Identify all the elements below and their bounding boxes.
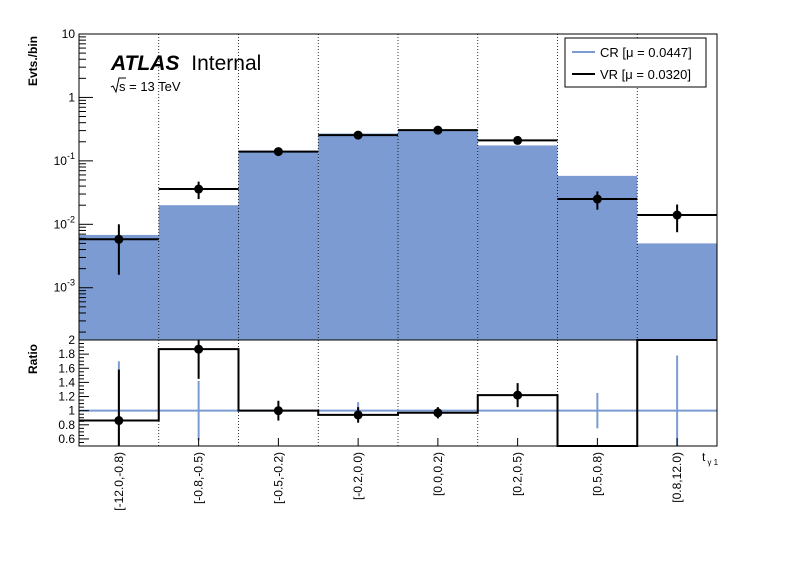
vr-point [433, 125, 443, 135]
legend: CR [μ = 0.0447] VR [μ = 0.0320] [564, 37, 707, 88]
top-y-axis-label: Evts./bin [26, 36, 40, 86]
legend-label-cr: CR [μ = 0.0447] [600, 45, 692, 60]
energy-value: = 13 TeV [126, 79, 181, 94]
x-category-label: [-0.2,0.0) [351, 452, 365, 500]
vr-point [273, 147, 283, 157]
vr-ratio-point [114, 416, 124, 426]
x-category-label: [0.8,12.0) [670, 452, 684, 503]
x-category-label: [0.5,0.8) [590, 452, 604, 496]
x-category-label: [-0.5,-0.2) [271, 452, 285, 504]
cr-bar [158, 205, 239, 340]
y-tick-label-exponent: -3 [67, 278, 75, 288]
cr-bar [477, 145, 558, 340]
cr-bar [398, 129, 478, 340]
y-tick-label-exponent: -2 [67, 214, 75, 224]
y-tick-label-base: 10 [54, 217, 68, 231]
x-category-label: [-12.0,-0.8) [112, 452, 126, 511]
cr-bar [238, 150, 319, 340]
energy-symbol: s [119, 79, 126, 94]
ratio-tick-label: 2 [68, 333, 75, 347]
ratio-tick-label: 1.6 [58, 361, 75, 375]
x-axis-symbol: t [702, 450, 706, 464]
y-tick-label: 10-3 [54, 278, 75, 295]
vr-ratio-point [273, 406, 283, 416]
ratio-tick-label: 0.8 [58, 418, 75, 432]
ratio-tick-label: 1 [68, 404, 75, 418]
ratio-y-axis-label: Ratio [26, 344, 40, 374]
ratio-panel: 0.60.811.21.41.61.82 [-12.0,-0.8) [-0.8,-0… [58, 333, 718, 511]
legend-label-vr: VR [μ = 0.0320] [600, 67, 691, 82]
ratio-tick-label: 1.2 [58, 390, 75, 404]
y-tick-label: 10-2 [54, 214, 75, 231]
sqrt-sign [110, 77, 126, 94]
y-tick-label: 10 [62, 27, 76, 41]
cr-bar [637, 243, 717, 340]
x-category-label: [0.2,0.5) [511, 452, 525, 496]
vr-point [592, 194, 602, 204]
y-tick-label: 10-1 [54, 151, 75, 168]
y-tick-label-base: 10 [54, 281, 68, 295]
ratio-tick-label: 1.8 [58, 347, 75, 361]
experiment-name: ATLAS [110, 52, 179, 75]
vr-point [513, 135, 523, 145]
ratio-tick-label: 1.4 [58, 375, 75, 389]
x-category-label: [0.0,0.2) [431, 452, 445, 496]
legend-box [564, 37, 707, 88]
vr-ratio-point [194, 344, 204, 354]
svg-text:s = 13 TeV: s = 13 TeV [119, 79, 181, 94]
vr-ratio-point [513, 390, 523, 400]
atlas-label: ATLAS Internal [110, 52, 261, 75]
vr-point [114, 234, 124, 244]
vr-ratio-point [353, 410, 363, 420]
cr-bar [318, 133, 398, 340]
status-label: Internal [191, 52, 261, 75]
x-axis-subscript: γ 1 [707, 458, 718, 467]
y-tick-label-base: 10 [54, 154, 68, 168]
ratio-tick-label: 0.6 [58, 432, 75, 446]
x-category-label: [-0.8,-0.5) [192, 452, 206, 504]
energy-label: s = 13 TeV [110, 77, 181, 94]
vr-ratio-point [433, 408, 443, 418]
vr-point [353, 130, 363, 140]
y-tick-label: 1 [68, 90, 75, 104]
y-tick-label-exponent: -1 [67, 151, 75, 161]
vr-point [672, 210, 682, 220]
vr-point [194, 184, 204, 194]
